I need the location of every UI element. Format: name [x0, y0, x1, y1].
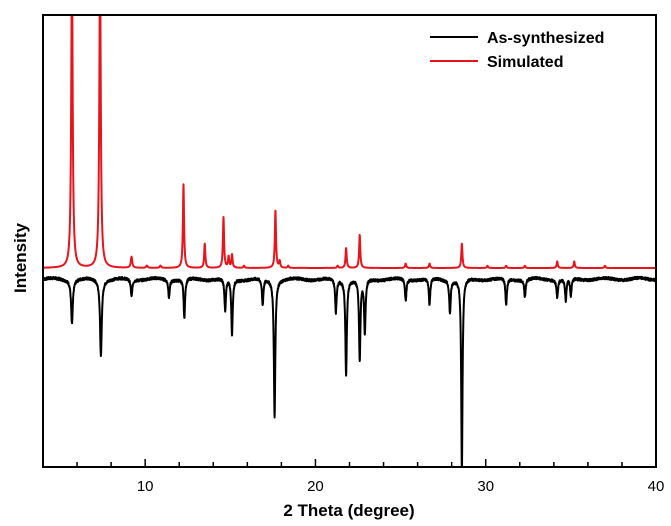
legend-label-simulated: Simulated — [487, 54, 563, 71]
legend-label-as-synthesized: As-synthesized — [487, 30, 604, 47]
x-tick-label-10: 10 — [137, 478, 154, 495]
series-line-simulated — [43, 15, 656, 269]
x-tick-label-30: 30 — [477, 478, 494, 495]
x-axis-tick-labels: 10 20 30 40 — [137, 478, 665, 495]
series-line-as-synthesized — [43, 275, 656, 467]
y-axis-title: Intensity — [11, 223, 30, 293]
legend: As-synthesized Simulated — [430, 30, 604, 71]
x-axis-ticks — [42, 459, 657, 467]
x-tick-label-20: 20 — [307, 478, 324, 495]
x-axis-title: 2 Theta (degree) — [283, 501, 414, 520]
plot-frame — [42, 14, 657, 468]
x-tick-label-40: 40 — [648, 478, 665, 495]
plot-lines — [43, 15, 656, 467]
